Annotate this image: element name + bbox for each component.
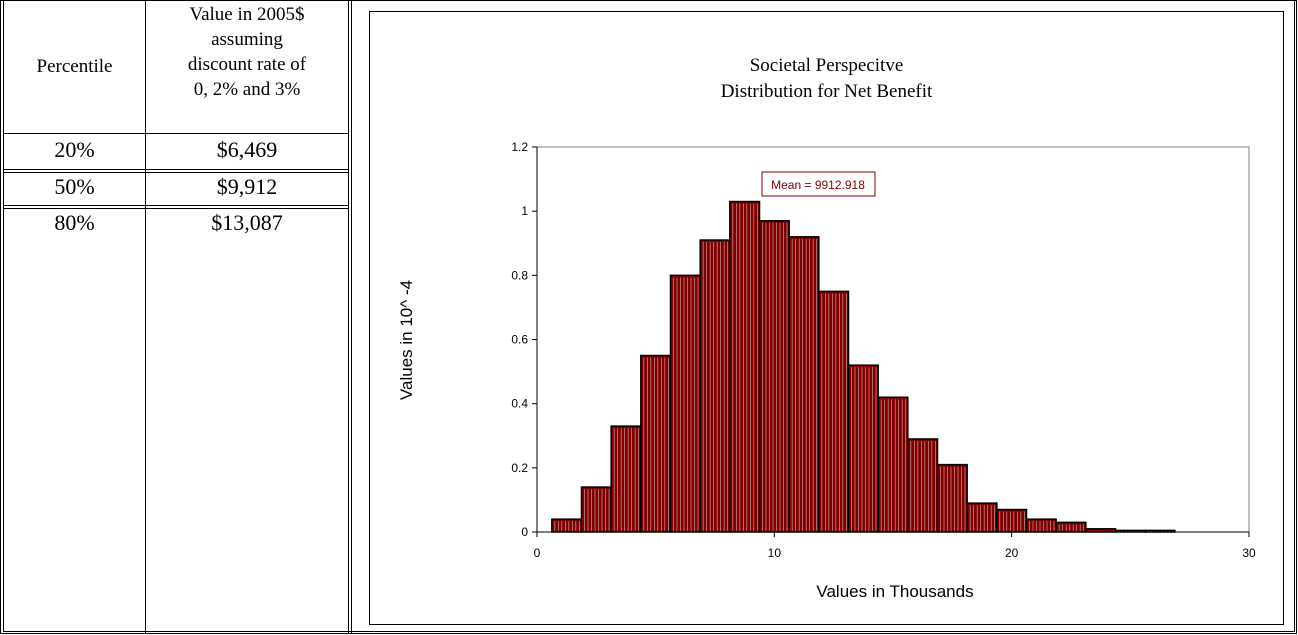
header-value-line: discount rate of — [187, 54, 307, 75]
y-tick-label: 0.8 — [511, 268, 528, 282]
x-tick-label: 0 — [534, 546, 541, 560]
row-percentile: 20% — [54, 137, 95, 162]
bar-rect — [936, 463, 968, 533]
chart-container: Societal Perspecitve Distribution for Ne… — [369, 11, 1284, 625]
bar-rect — [610, 425, 642, 533]
row-divider-2 — [3, 172, 348, 173]
bar — [669, 274, 701, 533]
x-tick-label: 30 — [1242, 546, 1256, 560]
header-divider — [3, 133, 348, 134]
bar-rect — [669, 274, 701, 533]
x-tick-label: 20 — [1005, 546, 1019, 560]
bar-rect — [907, 438, 939, 533]
bar-rect — [1025, 518, 1057, 533]
bar — [907, 438, 939, 533]
bar — [818, 290, 850, 533]
y-tick-label: 0.6 — [511, 333, 528, 347]
row-percentile: 50% — [54, 174, 95, 199]
bar — [610, 425, 642, 533]
chart-title-line-2: Distribution for Net Benefit — [720, 81, 933, 102]
y-tick-label: 0 — [521, 525, 528, 539]
row-value: $9,912 — [216, 174, 278, 199]
table-frame — [3, 0, 1295, 632]
row-value: $6,469 — [216, 137, 278, 162]
header-value: Value in 2005$ assuming discount rate of… — [146, 4, 348, 100]
bar — [1055, 521, 1087, 533]
bar — [758, 220, 790, 533]
row-divider-4 — [3, 208, 348, 209]
x-tick-label: 10 — [768, 546, 782, 560]
header-value-line: assuming — [211, 29, 283, 50]
bar-rect — [1055, 521, 1087, 533]
bar-rect — [966, 502, 998, 533]
bar — [788, 236, 820, 533]
mean-annotation: Mean = 9912.918 — [761, 171, 876, 197]
y-tick-label: 1.2 — [511, 140, 528, 154]
bar — [936, 463, 968, 533]
y-tick-label: 0.4 — [511, 397, 528, 411]
header-value-line: 0, 2% and 3% — [193, 79, 301, 100]
bar-rect — [640, 354, 672, 533]
bar — [580, 486, 612, 533]
bar — [1025, 518, 1057, 533]
bar-rect — [877, 396, 909, 533]
bar — [729, 200, 761, 533]
row-divider-1 — [3, 169, 348, 170]
bar-rect — [699, 239, 731, 533]
y-tick-label: 0.2 — [511, 461, 528, 475]
bars-group — [551, 200, 1176, 533]
column-divider-1 — [145, 0, 146, 634]
y-axis-label: Values in 10^ -4 — [397, 280, 416, 400]
column-divider-3 — [351, 0, 352, 634]
y-tick-label: 1 — [521, 204, 528, 218]
row-percentile: 80% — [54, 210, 95, 235]
bar-rect — [729, 200, 761, 533]
bar-rect — [580, 486, 612, 533]
bar-rect — [788, 236, 820, 533]
column-divider-2 — [348, 0, 349, 634]
bar — [640, 354, 672, 533]
mean-annotation-label: Mean = 9912.918 — [771, 178, 865, 192]
bar — [996, 508, 1028, 533]
bar — [699, 239, 731, 533]
ticks-group: 0 0.2 0.4 0.6 0.8 1 1.2 0 10 20 30 — [511, 140, 1256, 560]
bar-rect — [551, 518, 583, 533]
bar — [877, 396, 909, 533]
row-divider-3 — [3, 205, 348, 206]
bar-rect — [847, 364, 879, 533]
mean-annotation-box — [761, 171, 876, 197]
header-percentile: Percentile — [36, 56, 113, 77]
bar-rect — [818, 290, 850, 533]
bar — [847, 364, 879, 533]
bar — [551, 518, 583, 533]
x-axis-label: Values in Thousands — [816, 582, 973, 601]
row-value: $13,087 — [211, 210, 283, 235]
bar — [966, 502, 998, 533]
chart-title-line-1: Societal Perspecitve — [749, 55, 904, 76]
bar-rect — [758, 220, 790, 533]
header-value-line: Value in 2005$ — [189, 4, 305, 25]
bar-rect — [996, 508, 1028, 533]
